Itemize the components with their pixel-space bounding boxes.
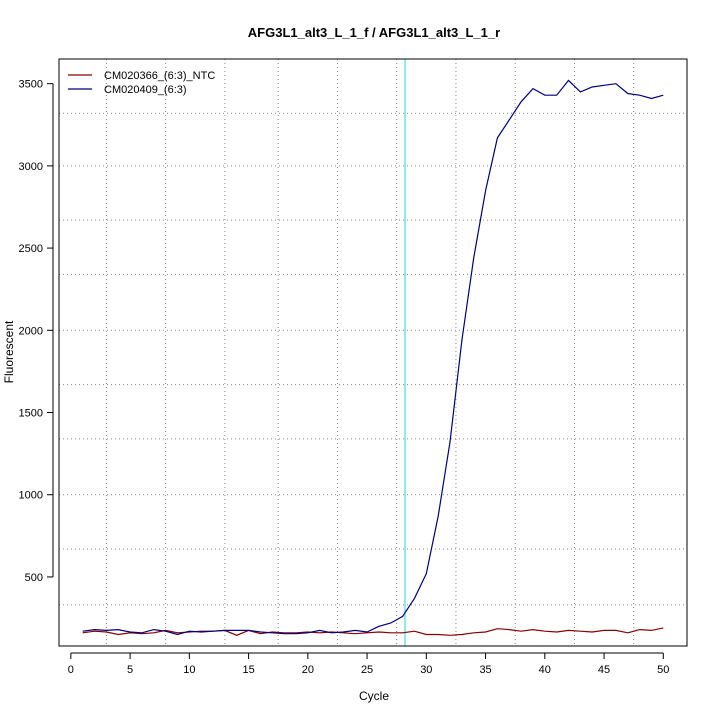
y-axis: 500 1000 1500 2000 2500 3000 3500 [19,79,54,584]
y-tick-label: 2500 [19,243,43,255]
x-axis: 0 5 10 15 20 25 30 35 40 45 50 [68,652,669,676]
y-tick-label: 3500 [19,79,43,91]
x-tick-label: 10 [183,664,195,676]
y-tick-label: 500 [25,572,43,584]
legend-label-2: CM020409_(6:3) [104,84,187,96]
y-tick-label: 3000 [19,161,43,173]
series-layer [82,79,664,636]
x-tick-label: 5 [127,664,133,676]
x-tick-label: 35 [479,664,491,676]
plot-frame [58,58,688,647]
x-tick-label: 0 [68,664,74,676]
x-tick-label: 45 [598,664,610,676]
y-tick-label: 2000 [19,325,43,337]
x-tick-label: 25 [361,664,373,676]
series-line-2 [82,79,664,636]
series-line-1 [82,627,664,636]
grid [59,59,687,646]
y-axis-label: Fluorescent [2,320,16,383]
x-tick-label: 30 [420,664,432,676]
x-axis-label: Cycle [359,689,389,703]
legend: CM020366_(6:3)_NTC CM020409_(6:3) [68,70,215,96]
x-tick-label: 15 [242,664,254,676]
x-tick-label: 50 [657,664,669,676]
legend-label-1: CM020366_(6:3)_NTC [104,70,215,82]
y-tick-label: 1500 [19,408,43,420]
chart-title: AFG3L1_alt3_L_1_f / AFG3L1_alt3_L_1_r [248,25,500,40]
x-tick-label: 40 [539,664,551,676]
y-tick-label: 1000 [19,490,43,502]
x-tick-label: 20 [302,664,314,676]
